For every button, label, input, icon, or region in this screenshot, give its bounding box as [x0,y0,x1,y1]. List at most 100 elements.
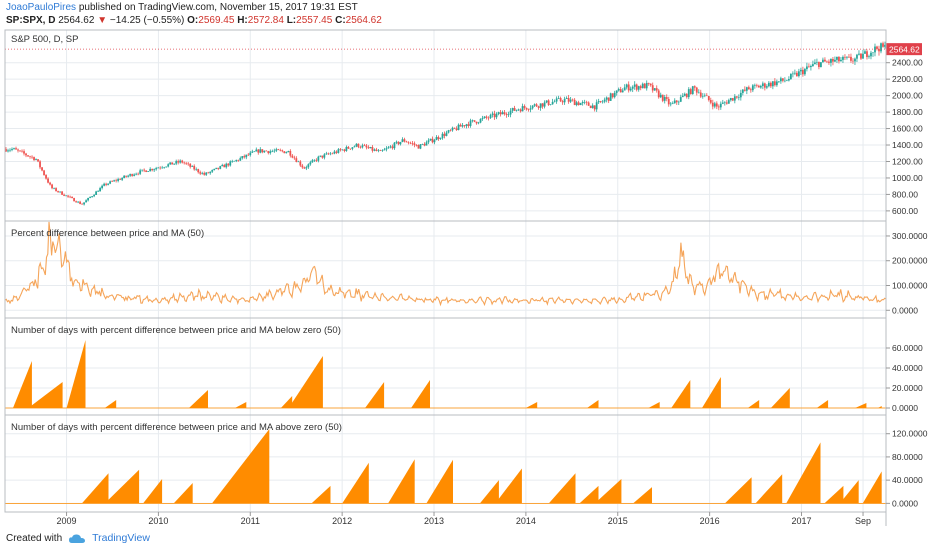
y-tick-label: 800.00 [892,189,918,199]
price-candle [23,151,25,154]
price-candle [421,144,424,145]
price-candle [75,201,77,203]
price-candle [485,116,488,118]
price-candle [203,172,206,175]
price-candle [299,161,302,166]
price-candle [103,183,106,186]
price-candle [587,102,590,106]
price-candle [59,191,61,193]
price-candle [159,167,162,169]
price-candle [453,127,456,129]
price-candle [715,103,718,107]
price-candle [263,150,266,153]
price-candle [77,201,79,203]
price-candle [755,85,758,86]
price-candle [85,200,87,203]
price-candle [519,109,522,112]
price-candle [99,188,102,192]
price-candle [225,163,228,168]
y-tick-label: 600.00 [892,206,918,216]
price-candle [878,48,880,52]
below-zero-run [770,388,790,408]
low-value: 2557.45 [296,15,333,26]
price-candle [563,98,566,103]
price-candle [199,172,202,174]
price-candle [397,141,400,145]
price-candle [745,87,748,91]
price-candle [11,148,13,150]
price-candle [321,155,324,158]
axes: 2009 2010 2011 2012 2013 2014 2015 2016 2017 Sep 6… [57,58,928,526]
price-candle [711,102,714,107]
price-candle [343,149,346,151]
price-candle [832,58,834,62]
above-zero-run [824,485,844,504]
price-candle [625,84,628,88]
above-zero-run [173,483,193,504]
price-candle [83,202,85,205]
above-zero-run [479,480,499,504]
price-candle [407,142,410,143]
price-candle [874,46,876,53]
price-candle [699,92,702,97]
price-candle [157,167,160,169]
price-candle [659,94,662,98]
price-candle [771,81,774,87]
price-candle [47,178,49,183]
price-candle [475,121,478,124]
price-candle [129,174,132,176]
price-candle [557,98,560,99]
price-candle [131,174,134,176]
price-candle [183,162,186,164]
above-zero-run [724,477,752,504]
price-candle [341,149,344,151]
price-candle [547,100,550,105]
price-candle [733,96,736,101]
price-candle [175,161,178,164]
below-zero-run [235,402,247,408]
below-zero-run [13,361,32,408]
price-candle [627,84,630,91]
price-candle [798,71,800,77]
price-candle [227,163,230,166]
price-candle [71,197,73,199]
price-candle [673,100,676,104]
price-candle [327,153,330,155]
symbol-label: SP:SPX, D [6,15,56,26]
price-candle [559,98,562,102]
price-candle [35,159,37,161]
chart-area[interactable]: 2564.62 2009 2010 2011 2012 2013 2014 2015 2016… [0,0,932,530]
price-candle [395,141,398,143]
price-candle [705,95,708,97]
price-candle [735,96,738,98]
price-candle [741,89,744,93]
last-price: 2564.62 [58,15,95,26]
above-zero-run [839,480,859,504]
above-zero-run [212,429,270,504]
below-zero-run [747,400,760,408]
price-candle [5,149,7,152]
price-candle [153,169,156,171]
price-candle [581,102,584,104]
above-zero-run [633,487,652,504]
price-candle [187,163,190,165]
price-candle [681,95,684,98]
price-candle [449,130,452,131]
y-tick-label: 300.0000 [892,231,928,241]
price-candle [465,124,468,127]
price-candle [405,141,408,143]
price-candle [377,150,380,152]
price-candle [703,95,706,97]
price-candle [469,120,472,126]
price-candle [279,150,282,151]
price-candle [818,61,820,68]
price-candle [149,168,152,172]
price-candle [767,82,770,87]
x-tick-label: 2016 [700,516,720,526]
above-zero-run [495,468,522,504]
tradingview-brand[interactable]: TradingView [92,532,150,544]
x-tick-label: Sep [855,516,871,526]
price-candle [401,139,404,142]
author-link[interactable]: JoaoPauloPires [6,2,77,13]
price-candle [393,142,396,149]
